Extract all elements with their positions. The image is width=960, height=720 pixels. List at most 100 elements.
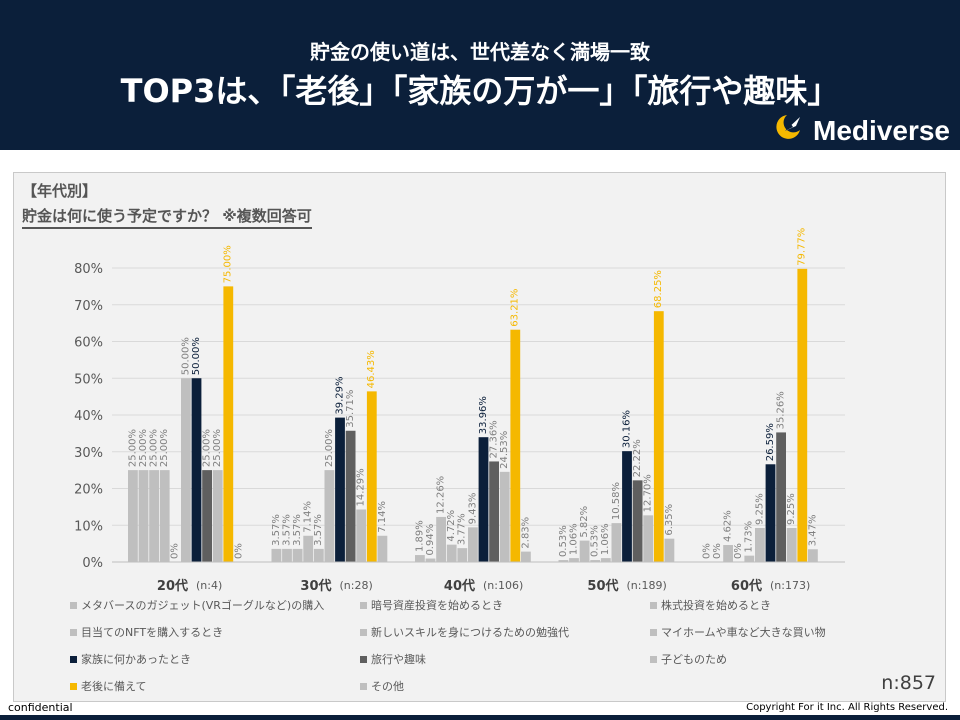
bar (303, 535, 314, 562)
bar (611, 523, 622, 562)
data-label: 33.96% (478, 396, 489, 434)
bar (212, 470, 223, 562)
legend-label: 家族に何かあったとき (81, 653, 191, 666)
data-label: 1.89% (414, 520, 425, 552)
data-label: 25.00% (138, 429, 149, 467)
bar (558, 560, 569, 562)
data-label: 30.16% (621, 410, 632, 448)
legend-swatch (360, 655, 367, 663)
category-n-label: (n:4) (196, 579, 222, 592)
bar (786, 528, 797, 562)
bar (489, 461, 499, 562)
bar (579, 540, 590, 562)
data-label: 25.00% (202, 429, 213, 467)
bar (313, 548, 324, 562)
category-n-label: (n:189) (627, 579, 667, 592)
legend-swatch (70, 601, 77, 609)
legend-swatch (360, 601, 367, 609)
bar (271, 548, 282, 562)
bar (521, 551, 531, 562)
data-label: 0% (701, 543, 712, 559)
legend-item: 老後に備えて (70, 678, 146, 694)
copyright-label: Copyright For it Inc. All Rights Reserve… (746, 702, 948, 713)
data-label: 1.06% (568, 523, 579, 555)
bar (282, 548, 292, 562)
legend-swatch (70, 655, 77, 663)
rocket-moon-icon (773, 112, 805, 149)
data-label: 3.57% (292, 514, 303, 546)
legend-item: 家族に何かあったとき (70, 651, 191, 667)
data-label: 35.26% (776, 391, 787, 429)
data-label: 6.35% (664, 504, 675, 536)
data-label: 1.06% (600, 523, 611, 555)
bar (653, 311, 664, 562)
y-tick-label: 70% (74, 299, 103, 314)
data-label: 50.00% (180, 337, 191, 375)
data-label: 3.47% (807, 514, 818, 546)
legend-label: 新しいスキルを身につけるための勉強代 (371, 626, 569, 639)
header-title: TOP3は、「老後」「家族の万が一」「旅行や趣味」 (120, 72, 840, 110)
legend-label: その他 (371, 680, 404, 693)
header-subtitle: 貯金の使い道は、世代差なく満場一致 (310, 40, 650, 64)
bar (292, 548, 303, 562)
bar (446, 544, 457, 562)
bar (138, 470, 149, 562)
category-label: 50代 (587, 578, 618, 594)
data-label: 14.29% (356, 468, 367, 506)
legend-label: 旅行や趣味 (371, 653, 426, 666)
y-tick-label: 30% (74, 446, 103, 461)
category-label: 30代 (300, 578, 331, 594)
y-tick-label: 0% (82, 556, 103, 571)
data-label: 1.73% (744, 521, 755, 553)
data-label: 9.43% (467, 493, 478, 525)
legend-label: マイホームや車など大きな買い物 (661, 626, 826, 639)
category-label: 40代 (444, 578, 475, 594)
legend-label: 株式投資を始めるとき (661, 599, 771, 612)
bar (223, 286, 234, 562)
legend-label: 老後に備えて (81, 680, 147, 693)
bar (744, 555, 755, 562)
legend-label: 目当てのNFTを購入するとき (81, 626, 224, 639)
data-label: 0% (170, 543, 181, 559)
y-tick-label: 60% (74, 336, 103, 351)
chart-panel (13, 172, 946, 702)
legend-item: 子どものため (650, 651, 727, 667)
bar (510, 329, 521, 562)
bar (377, 535, 388, 562)
data-label: 5.82% (579, 506, 590, 538)
bar (191, 378, 202, 562)
bar (128, 470, 138, 562)
data-label: 39.29% (334, 376, 345, 414)
bar (366, 391, 377, 562)
legend-item: マイホームや車など大きな買い物 (650, 624, 826, 640)
legend-swatch (70, 628, 77, 636)
bar (622, 451, 632, 562)
legend-item: 暗号資産投資を始めるとき (360, 597, 503, 613)
footer-bar (0, 715, 960, 720)
header-banner: 貯金の使い道は、世代差なく満場一致 TOP3は、「老後」「家族の万が一」「旅行や… (0, 0, 960, 150)
y-tick-label: 50% (74, 372, 103, 387)
confidential-label: confidential (8, 701, 73, 714)
bar (457, 548, 468, 562)
data-label: 0.53% (590, 525, 601, 557)
legend-item: その他 (360, 678, 404, 694)
brand-logo: Mediverse (773, 112, 950, 149)
legend-swatch (650, 655, 657, 663)
legend-label: メタバースのガジェット(VRゴーグルなど)の購入 (81, 599, 325, 612)
y-tick-label: 20% (74, 483, 103, 498)
bar (723, 545, 733, 562)
legend-label: 子どものため (661, 653, 727, 666)
bar (590, 560, 601, 562)
bar (345, 430, 356, 562)
category-label: 20代 (157, 578, 188, 594)
legend-swatch (650, 601, 657, 609)
bar (755, 528, 765, 562)
legend-item: 目当てのNFTを購入するとき (70, 624, 223, 640)
data-label: 4.72% (446, 510, 457, 542)
data-label: 10.58% (611, 482, 622, 520)
chart-legend: メタバースのガジェット(VRゴーグルなど)の購入 暗号資産投資を始めるとき 株式投資… (70, 597, 870, 697)
data-label: 25.00% (127, 429, 138, 467)
bar (499, 471, 510, 562)
data-label: 25.00% (149, 429, 160, 467)
